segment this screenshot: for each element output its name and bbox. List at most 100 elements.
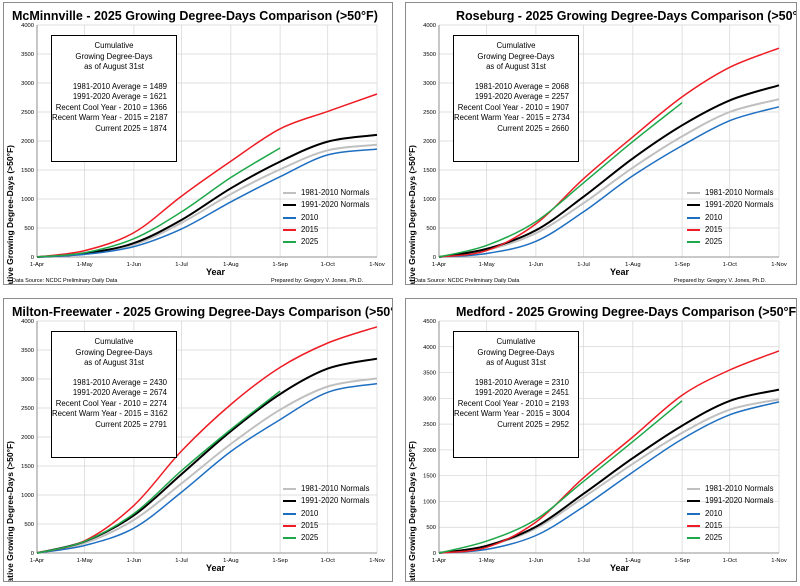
- legend-item: 2010: [687, 508, 787, 520]
- series-line-y2010: [36, 382, 378, 554]
- x-tick-label: 1-May: [77, 262, 93, 268]
- x-tick-label: 1-Oct: [321, 262, 336, 268]
- legend-swatch: [283, 500, 296, 503]
- legend-item: 2015: [687, 224, 787, 236]
- x-tick-label: 1-Sep: [674, 558, 689, 564]
- series-line-y2010: [438, 401, 780, 554]
- legend-swatch: [283, 192, 296, 194]
- chart-panel-medford: Medford - 2025 Growing Degree-Days Compa…: [405, 298, 797, 582]
- legend-swatch: [687, 241, 700, 244]
- x-tick-label: 1-Oct: [321, 558, 336, 564]
- series-line-y2010: [36, 148, 378, 258]
- legend-item: 2015: [687, 520, 787, 532]
- y-tick-label: 0: [433, 255, 436, 261]
- legend-swatch: [283, 524, 296, 527]
- y-tick-label: 1500: [423, 474, 436, 480]
- legend-item: 1981-2010 Normals: [283, 187, 383, 199]
- x-tick-label: 1-Apr: [432, 262, 446, 268]
- stats-heading: Growing Degree-Days: [477, 51, 555, 61]
- y-tick-label: 3500: [423, 52, 436, 58]
- series-line-y2025: [438, 102, 683, 258]
- stat-cool-year-2010: Recent Cool Year - 2010 = 2193: [457, 398, 569, 408]
- y-tick-label: 500: [24, 226, 34, 232]
- legend-item: 1991-2020 Normals: [687, 495, 787, 507]
- x-tick-label: 1-Sep: [674, 262, 689, 268]
- y-tick-label: 3000: [21, 81, 34, 87]
- legend-swatch: [283, 228, 296, 231]
- stat-1981-2010-average: 1981-2010 Average = 2068: [474, 81, 569, 91]
- stat-1991-2020-average: 1991-2020 Average = 2674: [72, 388, 167, 397]
- series-line-n9120: [36, 133, 378, 258]
- x-tick-label: 1-Nov: [369, 262, 385, 268]
- x-tick-label: 1-Jul: [175, 558, 188, 564]
- stats-heading: as of August 31st: [84, 358, 144, 367]
- stats-heading: Growing Degree-Days: [477, 347, 555, 357]
- stats-heading: Cumulative: [94, 337, 134, 346]
- y-tick-label: 2500: [21, 406, 34, 412]
- y-tick-label: 3500: [21, 348, 34, 354]
- stats-heading: Growing Degree-Days: [75, 347, 153, 357]
- legend-swatch: [687, 216, 700, 219]
- series-line-y2015: [36, 326, 378, 554]
- legend: 1981-2010 Normals 1991-2020 Normals 2010…: [283, 187, 383, 248]
- stats-box: Cumulative Growing Degree-Days as of Aug…: [453, 35, 579, 162]
- legend-item: 1991-2020 Normals: [283, 495, 383, 507]
- legend: 1981-2010 Normals 1991-2020 Normals 2010…: [687, 483, 787, 544]
- legend-swatch: [687, 537, 700, 540]
- chart-title: McMinnville - 2025 Growing Degree-Days C…: [12, 9, 378, 23]
- series-line-n9120: [438, 84, 780, 258]
- y-tick-label: 3000: [423, 396, 436, 402]
- stats-box: Cumulative Growing Degree-Days as of Aug…: [51, 35, 177, 162]
- chart-plot: 0 500 1000 1500 2000 2500 3000 3500 4000 1-Apr 1-M…: [21, 319, 385, 564]
- chart-panel-milton-freewater: Milton-Freewater - 2025 Growing Degree-D…: [3, 298, 393, 582]
- x-tick-label: 1-Jun: [127, 262, 142, 268]
- data-source-note: Data Source: NCDC Preliminary Daily Data: [414, 278, 520, 284]
- prepared-by-note: Prepared by: Gregory V. Jones, Ph.D.: [674, 278, 767, 284]
- x-tick-label: 1-May: [479, 558, 495, 564]
- y-tick-label: 4000: [21, 23, 34, 29]
- series-line-y2025: [36, 390, 281, 554]
- stat-1981-2010-average: 1981-2010 Average = 1489: [72, 81, 167, 91]
- stat-1981-2010-average: 1981-2010 Average = 2310: [474, 377, 569, 387]
- legend-swatch: [687, 204, 700, 207]
- x-axis-label: Year: [206, 267, 226, 277]
- legend-swatch: [687, 488, 700, 490]
- x-tick-label: 1-Jul: [577, 558, 590, 564]
- stat-1991-2020-average: 1991-2020 Average = 2451: [474, 388, 569, 397]
- y-tick-label: 4500: [423, 319, 436, 325]
- y-tick-label: 4000: [423, 345, 436, 351]
- stat-1991-2020-average: 1991-2020 Average = 1621: [72, 92, 167, 101]
- y-tick-label: 2500: [21, 110, 34, 116]
- legend-item: 2015: [283, 520, 383, 532]
- y-tick-label: 3500: [423, 371, 436, 377]
- series-line-y2025: [438, 400, 683, 554]
- y-tick-label: 1000: [21, 493, 34, 499]
- series-line-y2010: [438, 106, 780, 258]
- y-tick-label: 2000: [21, 435, 34, 441]
- prepared-by-note: Prepared by: Gregory V. Jones, Ph.D.: [271, 278, 364, 284]
- y-tick-label: 2000: [423, 448, 436, 454]
- x-axis-label: Year: [610, 267, 630, 277]
- data-source-note: Data Source: NCDC Preliminary Daily Data: [12, 278, 118, 284]
- x-axis-label: Year: [610, 563, 630, 573]
- legend-item: 2025: [283, 236, 383, 248]
- stat-warm-year-2015: Recent Warm Year - 2015 = 3162: [52, 409, 168, 418]
- y-tick-label: 500: [426, 226, 436, 232]
- x-axis-label: Year: [206, 563, 226, 573]
- x-tick-label: 1-Oct: [723, 262, 738, 268]
- legend-item: 2025: [687, 236, 787, 248]
- x-tick-label: 1-Jun: [529, 262, 544, 268]
- y-tick-label: 0: [31, 255, 34, 261]
- legend-item: 2015: [283, 224, 383, 236]
- x-tick-label: 1-Sep: [272, 558, 287, 564]
- legend-swatch: [687, 500, 700, 503]
- stat-warm-year-2015: Recent Warm Year - 2015 = 2187: [52, 113, 168, 122]
- stats-box: Cumulative Growing Degree-Days as of Aug…: [453, 331, 579, 458]
- legend-item: 2010: [283, 508, 383, 520]
- legend-item: 1991-2020 Normals: [283, 199, 383, 211]
- x-tick-label: 1-Jun: [127, 558, 142, 564]
- y-tick-label: 2500: [423, 110, 436, 116]
- x-tick-label: 1-Sep: [272, 262, 287, 268]
- x-tick-label: 1-Aug: [223, 262, 238, 268]
- stat-cool-year-2010: Recent Cool Year - 2010 = 1366: [55, 102, 167, 112]
